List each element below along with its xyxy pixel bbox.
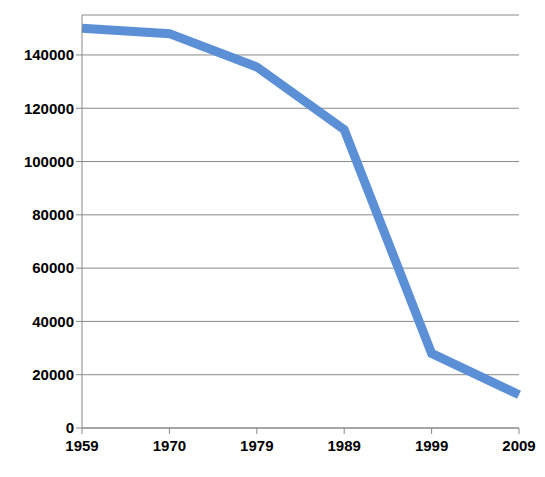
svg-text:80000: 80000 bbox=[32, 206, 74, 223]
svg-text:120000: 120000 bbox=[24, 100, 74, 117]
svg-text:1970: 1970 bbox=[153, 437, 186, 454]
svg-text:0: 0 bbox=[66, 419, 74, 436]
svg-text:1989: 1989 bbox=[328, 437, 361, 454]
svg-text:2009: 2009 bbox=[502, 437, 535, 454]
svg-text:100000: 100000 bbox=[24, 153, 74, 170]
svg-text:1999: 1999 bbox=[415, 437, 448, 454]
svg-text:20000: 20000 bbox=[32, 366, 74, 383]
svg-text:40000: 40000 bbox=[32, 313, 74, 330]
svg-text:1979: 1979 bbox=[240, 437, 273, 454]
svg-text:1959: 1959 bbox=[65, 437, 98, 454]
svg-text:140000: 140000 bbox=[24, 46, 74, 63]
svg-text:60000: 60000 bbox=[32, 259, 74, 276]
